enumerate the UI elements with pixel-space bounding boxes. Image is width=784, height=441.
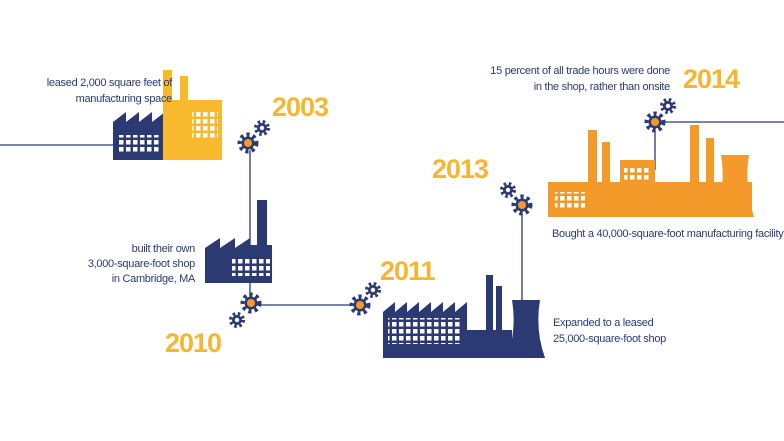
year: 2013 [432, 154, 489, 184]
description: Expanded to a leased [553, 317, 654, 329]
description: 25,000-square-foot shop [553, 333, 666, 345]
description: 3,000-square-foot shop [88, 258, 195, 270]
year: 2003 [272, 92, 329, 122]
description: 15 percent of all trade hours were done [490, 65, 670, 77]
year: 2010 [165, 328, 221, 358]
year: 2014 [683, 64, 740, 94]
description: manufacturing space [76, 93, 173, 105]
description: Bought a 40,000-square-foot manufacturin… [552, 228, 784, 240]
factory-2013 [548, 125, 754, 217]
year: 2011 [380, 256, 436, 286]
description: in Cambridge, MA [112, 273, 196, 285]
factory-2011 [383, 275, 545, 358]
description: built their own [132, 243, 196, 255]
description: leased 2,000 square feet of [47, 77, 173, 89]
factory-2003 [113, 70, 222, 160]
description: in the shop, rather than onsite [534, 81, 670, 93]
factory-2010 [205, 200, 272, 283]
